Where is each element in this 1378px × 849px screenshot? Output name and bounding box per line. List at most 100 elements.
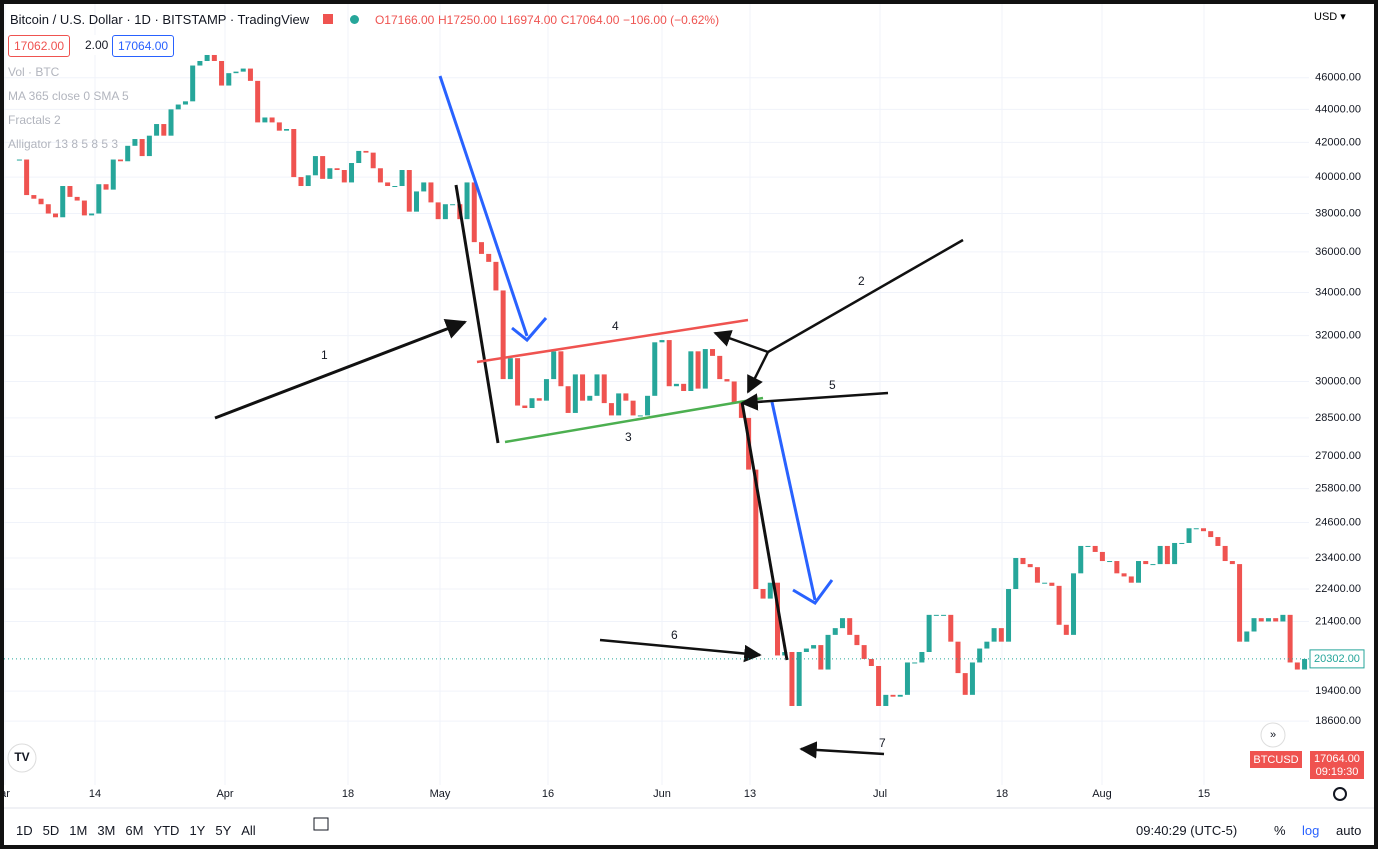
symbol-tag: BTCUSD xyxy=(1253,754,1298,766)
candle xyxy=(1273,618,1279,622)
auto-toggle[interactable]: auto xyxy=(1336,823,1362,838)
blue-arrowhead xyxy=(792,579,834,605)
candle xyxy=(471,182,477,243)
candle xyxy=(904,662,910,695)
y-tick-label: 34000.00 xyxy=(1315,286,1361,298)
open: O17166.00 xyxy=(374,13,435,27)
candle xyxy=(1092,545,1098,552)
candle xyxy=(1237,564,1243,642)
indicator[interactable]: Alligator 13 8 5 8 5 3 xyxy=(8,137,119,151)
chart: 46000.00 44000.00 42000.00 40000.00 38000.00… xyxy=(4,4,1374,831)
arrow xyxy=(214,318,467,420)
candle xyxy=(1229,561,1235,565)
candle xyxy=(1114,561,1120,574)
candle xyxy=(1034,567,1040,583)
candle xyxy=(349,163,355,183)
scroll-button[interactable] xyxy=(1260,722,1286,748)
candle xyxy=(645,395,651,416)
candle xyxy=(594,374,600,396)
sell-box[interactable]: 17062.00 xyxy=(8,35,71,57)
range-button[interactable]: 1M xyxy=(69,823,88,838)
range-button[interactable]: 1Y xyxy=(189,823,206,838)
candle xyxy=(861,645,867,659)
candle xyxy=(710,349,716,356)
status-dot xyxy=(350,15,360,24)
percent-toggle[interactable]: % xyxy=(1274,823,1286,838)
y-tick-label: 38000.00 xyxy=(1315,207,1361,219)
candle xyxy=(926,614,932,652)
candle xyxy=(688,351,694,392)
arrow xyxy=(740,391,889,411)
resistance-line xyxy=(476,318,749,364)
candle xyxy=(219,60,225,86)
candle xyxy=(652,342,658,396)
candle xyxy=(1063,624,1069,635)
candle xyxy=(450,204,456,206)
candle xyxy=(1121,573,1127,577)
candle xyxy=(392,186,398,188)
candle xyxy=(630,400,636,416)
candle xyxy=(551,351,557,380)
close: C17064.00 xyxy=(560,13,620,27)
candle xyxy=(1294,662,1300,670)
x-tick-label: 18 xyxy=(996,788,1008,800)
candle xyxy=(543,379,549,401)
range-button[interactable]: All xyxy=(241,823,256,838)
y-tick-label: 18600.00 xyxy=(1315,715,1361,727)
range-button[interactable]: 5D xyxy=(42,823,60,838)
candle xyxy=(139,139,145,157)
candle xyxy=(789,651,795,706)
candle xyxy=(984,641,990,649)
logo[interactable] xyxy=(7,743,37,773)
candle xyxy=(1265,618,1271,622)
y-tick-label: 44000.00 xyxy=(1315,103,1361,115)
trend-line xyxy=(740,401,789,661)
currency[interactable]: USD ▾ xyxy=(1314,11,1346,23)
candle xyxy=(1006,589,1012,642)
x-tick-label: 15 xyxy=(1198,788,1210,800)
range-button[interactable]: YTD xyxy=(153,823,180,838)
indicator[interactable]: MA 365 close 0 SMA 5 xyxy=(8,89,129,103)
arrow xyxy=(599,638,762,663)
candle xyxy=(536,398,542,401)
candle xyxy=(767,582,773,599)
indicator[interactable]: Fractals 2 xyxy=(8,113,61,127)
candle xyxy=(818,645,824,670)
candle xyxy=(825,634,831,670)
arrow xyxy=(767,238,964,354)
settings-icon[interactable] xyxy=(1333,787,1347,801)
log-toggle[interactable]: log xyxy=(1302,823,1320,838)
candle xyxy=(182,101,188,105)
range-button[interactable]: 6M xyxy=(125,823,144,838)
buy-box[interactable]: 17064.00 xyxy=(112,35,175,57)
y-tick-label: 32000.00 xyxy=(1315,330,1361,342)
range-button[interactable]: 1D xyxy=(16,823,33,838)
candle xyxy=(45,204,51,214)
symbol-title: Bitcoin / U.S. Dollar · 1D · BITSTAMP · … xyxy=(10,12,310,27)
date-range-icon[interactable] xyxy=(313,817,329,831)
candle xyxy=(406,170,412,212)
indicator[interactable]: Vol · BTC xyxy=(8,65,60,79)
candle xyxy=(428,182,434,203)
x-tick-label: ar xyxy=(4,788,10,800)
candle xyxy=(399,170,405,187)
candle xyxy=(226,73,232,86)
y-tick-label: 40000.00 xyxy=(1315,171,1361,183)
blue-line xyxy=(770,401,817,601)
candle xyxy=(883,694,889,706)
candle xyxy=(1222,545,1228,562)
candle xyxy=(269,117,275,123)
candle xyxy=(796,651,802,706)
candle xyxy=(233,71,239,74)
flag[interactable] xyxy=(322,14,333,24)
candle xyxy=(522,405,528,409)
y-tick-label: 42000.00 xyxy=(1315,136,1361,148)
candle xyxy=(868,658,874,666)
candle xyxy=(529,398,535,409)
range-button[interactable]: 5Y xyxy=(215,823,232,838)
candle xyxy=(1258,618,1264,622)
candle xyxy=(702,349,708,389)
candle xyxy=(1200,528,1206,532)
x-tick-label: Aug xyxy=(1092,788,1112,800)
range-button[interactable]: 3M xyxy=(97,823,116,838)
